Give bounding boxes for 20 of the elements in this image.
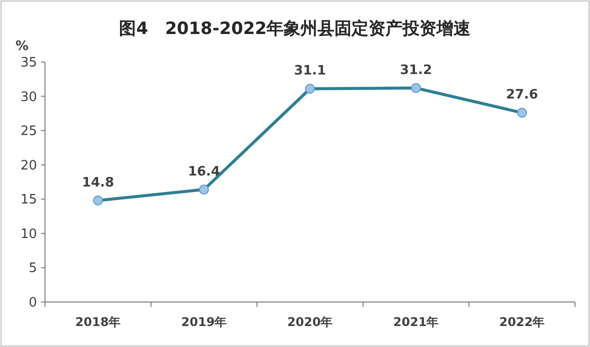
data-label: 31.1 <box>294 64 326 79</box>
y-tick-label: 15 <box>20 192 37 208</box>
y-tick-label: 0 <box>28 296 37 310</box>
y-axis-title: % <box>15 39 29 54</box>
x-tick-label: 2020年 <box>287 315 333 329</box>
x-tick-label: 2019年 <box>181 315 227 329</box>
data-label: 14.8 <box>82 176 114 191</box>
x-tick-label: 2018年 <box>75 315 121 329</box>
y-tick-label: 10 <box>20 226 37 242</box>
data-label: 16.4 <box>188 164 220 180</box>
data-label: 31.2 <box>400 63 432 78</box>
chart-title: 图4 2018-2022年象州县固定资产投资增速 <box>119 19 471 39</box>
x-tick-label: 2021年 <box>393 315 439 329</box>
y-tick-label: 5 <box>28 261 37 276</box>
data-label: 27.6 <box>506 88 538 103</box>
y-tick-label: 20 <box>20 158 37 174</box>
y-tick-label: 30 <box>20 90 37 105</box>
y-tick-label: 35 <box>20 56 37 70</box>
y-tick-label: 25 <box>20 124 37 140</box>
x-tick-label: 2022年 <box>499 315 545 329</box>
